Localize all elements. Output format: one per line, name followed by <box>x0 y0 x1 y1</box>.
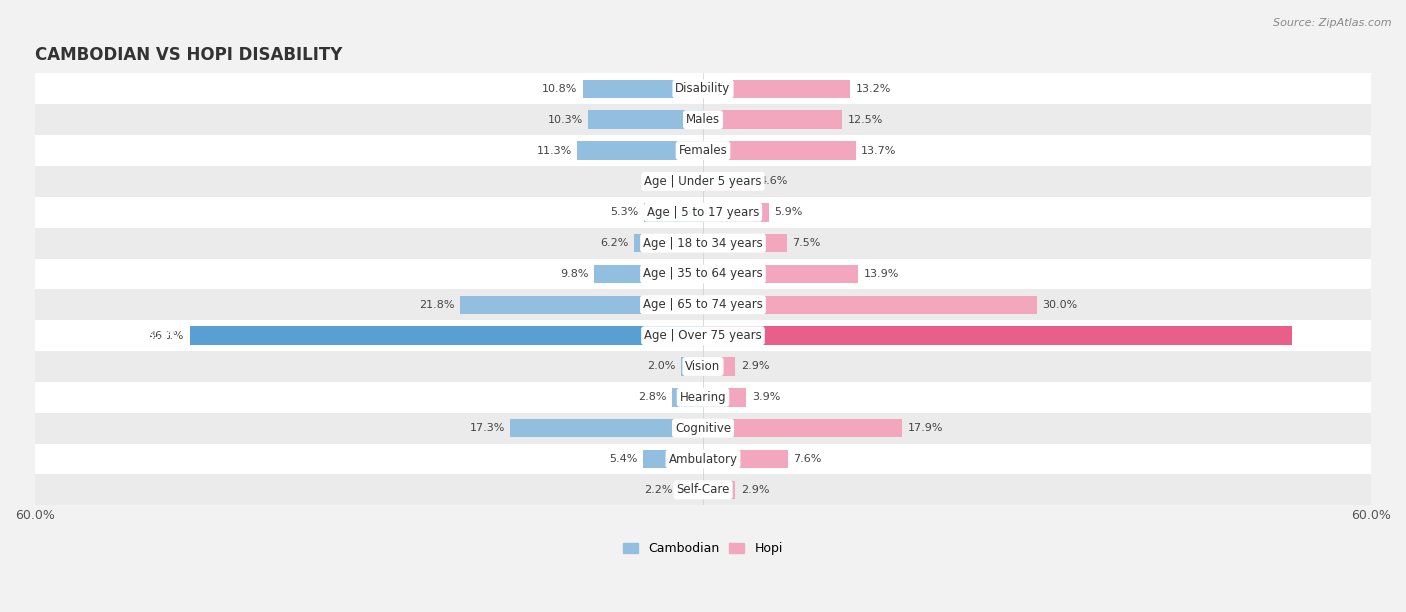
Text: Age | Under 5 years: Age | Under 5 years <box>644 175 762 188</box>
Bar <box>35 320 1371 351</box>
Bar <box>703 419 903 438</box>
Text: 9.8%: 9.8% <box>560 269 588 279</box>
Text: Source: ZipAtlas.com: Source: ZipAtlas.com <box>1274 18 1392 28</box>
Text: 10.3%: 10.3% <box>547 115 582 125</box>
Text: 5.9%: 5.9% <box>775 207 803 217</box>
Text: 7.6%: 7.6% <box>793 454 821 464</box>
Bar <box>578 141 703 160</box>
Bar <box>703 172 754 191</box>
Text: Age | 18 to 34 years: Age | 18 to 34 years <box>643 237 763 250</box>
Text: Age | 65 to 74 years: Age | 65 to 74 years <box>643 298 763 312</box>
Text: 7.5%: 7.5% <box>792 238 821 248</box>
Bar <box>703 80 851 98</box>
Bar <box>679 480 703 499</box>
Bar <box>634 234 703 252</box>
Text: Disability: Disability <box>675 83 731 95</box>
Text: Age | 5 to 17 years: Age | 5 to 17 years <box>647 206 759 218</box>
Text: 2.9%: 2.9% <box>741 485 769 495</box>
Text: Males: Males <box>686 113 720 126</box>
Bar <box>582 80 703 98</box>
Bar <box>35 382 1371 412</box>
Text: 13.7%: 13.7% <box>860 146 897 155</box>
Bar <box>190 326 703 345</box>
Bar <box>643 450 703 468</box>
Text: 13.9%: 13.9% <box>863 269 898 279</box>
Text: 17.9%: 17.9% <box>908 423 943 433</box>
Bar <box>35 412 1371 444</box>
Text: Age | Over 75 years: Age | Over 75 years <box>644 329 762 342</box>
Bar <box>703 203 769 222</box>
Text: 5.3%: 5.3% <box>610 207 638 217</box>
Bar <box>703 388 747 406</box>
Text: 21.8%: 21.8% <box>419 300 454 310</box>
Bar <box>35 166 1371 197</box>
Bar <box>35 444 1371 474</box>
Text: 10.8%: 10.8% <box>541 84 578 94</box>
Bar <box>35 135 1371 166</box>
Bar <box>703 296 1038 314</box>
Bar <box>460 296 703 314</box>
Text: Cognitive: Cognitive <box>675 422 731 435</box>
Text: 2.8%: 2.8% <box>638 392 666 402</box>
Bar <box>703 234 786 252</box>
Text: 3.9%: 3.9% <box>752 392 780 402</box>
Text: 2.2%: 2.2% <box>644 485 673 495</box>
Text: Ambulatory: Ambulatory <box>668 452 738 466</box>
Bar <box>703 111 842 129</box>
Text: 2.9%: 2.9% <box>741 362 769 371</box>
Text: 1.2%: 1.2% <box>655 176 685 187</box>
Legend: Cambodian, Hopi: Cambodian, Hopi <box>623 542 783 555</box>
Text: CAMBODIAN VS HOPI DISABILITY: CAMBODIAN VS HOPI DISABILITY <box>35 46 342 64</box>
Bar <box>689 172 703 191</box>
Bar <box>35 474 1371 506</box>
Text: 30.0%: 30.0% <box>1043 300 1078 310</box>
Text: Hearing: Hearing <box>679 391 727 404</box>
Text: Age | 35 to 64 years: Age | 35 to 64 years <box>643 267 763 280</box>
Text: 17.3%: 17.3% <box>470 423 505 433</box>
Text: 2.0%: 2.0% <box>647 362 675 371</box>
Bar <box>35 228 1371 258</box>
Bar <box>35 197 1371 228</box>
Bar <box>35 351 1371 382</box>
Bar <box>703 480 735 499</box>
Text: 5.4%: 5.4% <box>609 454 637 464</box>
Bar <box>35 73 1371 104</box>
Text: 52.9%: 52.9% <box>1298 330 1336 341</box>
Bar <box>644 203 703 222</box>
Text: 13.2%: 13.2% <box>855 84 891 94</box>
Text: 4.6%: 4.6% <box>759 176 789 187</box>
Bar <box>35 104 1371 135</box>
Bar <box>588 111 703 129</box>
Bar <box>703 141 855 160</box>
Bar <box>672 388 703 406</box>
Bar <box>35 258 1371 289</box>
Text: Vision: Vision <box>685 360 721 373</box>
Bar <box>35 289 1371 320</box>
Text: Females: Females <box>679 144 727 157</box>
Bar <box>681 357 703 376</box>
Bar <box>703 357 735 376</box>
Text: 46.1%: 46.1% <box>139 330 179 341</box>
Bar <box>703 265 858 283</box>
Text: 6.2%: 6.2% <box>600 238 628 248</box>
Text: 11.3%: 11.3% <box>536 146 572 155</box>
Bar <box>593 265 703 283</box>
Bar <box>703 450 787 468</box>
Text: 46.1%: 46.1% <box>149 330 184 341</box>
Text: 12.5%: 12.5% <box>848 115 883 125</box>
Bar <box>510 419 703 438</box>
Text: Self-Care: Self-Care <box>676 483 730 496</box>
Bar <box>703 326 1292 345</box>
